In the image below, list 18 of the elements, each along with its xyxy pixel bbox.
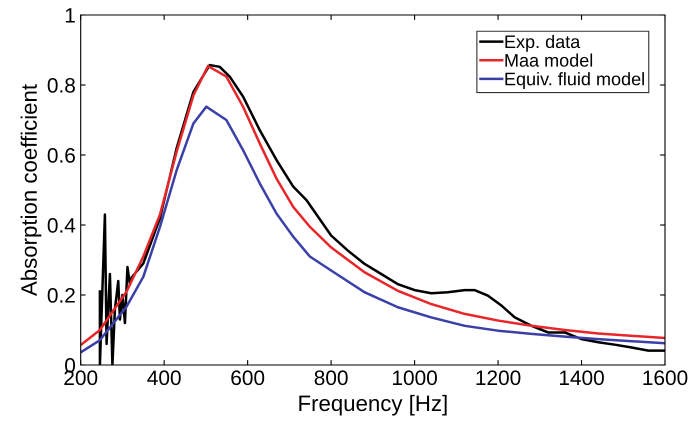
x-tick-label: 600 (231, 370, 264, 386)
y-tick-label: 0.6 (48, 148, 75, 163)
x-tick-label: 1400 (560, 370, 604, 386)
x-axis-title: Frequency [Hz] (299, 394, 447, 416)
x-tick-label: 400 (147, 370, 181, 386)
legend-label: Maa model (505, 54, 592, 67)
x-tick-label: 800 (314, 370, 348, 386)
line-series (80, 105, 665, 354)
y-tick-label: 0.4 (48, 218, 76, 233)
y-tick-label: 1 (66, 8, 75, 23)
legend-label: Exp. data (505, 34, 580, 52)
legend-label: Equiv. fluid model (505, 72, 644, 89)
y-tick-label: 0.8 (48, 78, 75, 93)
y-axis-title: Absorption coefficient (20, 84, 42, 296)
x-tick-label: 1200 (476, 370, 520, 386)
y-tick-label: 0.2 (48, 288, 75, 303)
x-tick-label: 1000 (393, 370, 437, 386)
x-tick-label: 1600 (643, 370, 688, 386)
